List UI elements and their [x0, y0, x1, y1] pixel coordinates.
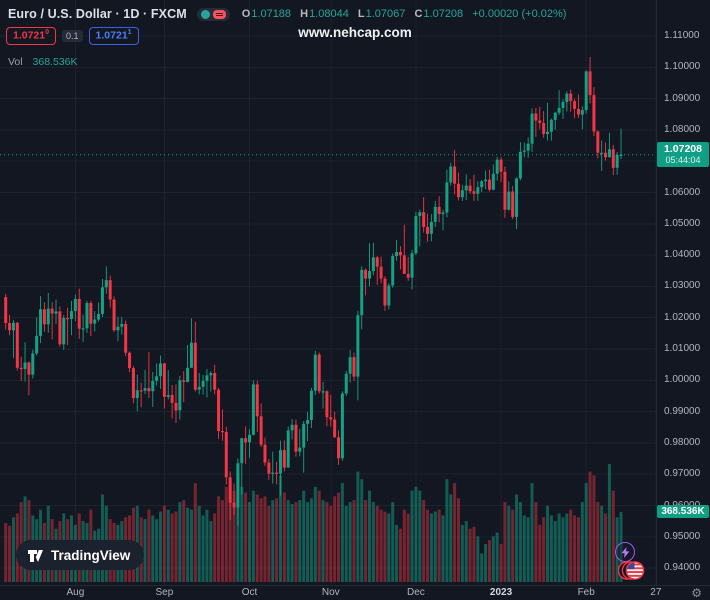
low-value: 1.07067: [365, 8, 406, 20]
ask-price-button[interactable]: 1.07211: [88, 27, 139, 45]
price-axis-label: 0.97000: [664, 468, 701, 480]
price-axis-label: 1.09000: [664, 92, 701, 104]
current-price-value: 1.07208: [664, 142, 702, 155]
time-axis-label: 2023: [489, 587, 513, 598]
bid-price-button[interactable]: 1.07210: [6, 27, 57, 45]
spread-value: 0.1: [62, 29, 83, 42]
price-axis-label: 1.11000: [664, 30, 700, 41]
open-label: O: [241, 8, 251, 20]
ohlc-row: O1.07188 H1.08044 L1.07067 C1.07208 +0.0…: [242, 8, 567, 20]
price-axis-label: 1.05000: [664, 217, 701, 229]
price-axis-label: 1.00000: [664, 374, 701, 386]
price-axis-label: 0.98000: [664, 436, 701, 448]
close-value: 1.07208: [423, 8, 464, 20]
time-axis-label: Nov: [321, 587, 340, 598]
bar-countdown: 05:44:04: [665, 154, 701, 165]
price-axis-label: 0.95000: [664, 530, 701, 542]
price-axis-label: 0.99000: [664, 405, 701, 417]
candlestick-chart[interactable]: [0, 0, 656, 585]
change-value: +0.00020 (+0.02%): [472, 8, 567, 20]
tradingview-logo-text: TradingView: [51, 547, 131, 563]
close-label: C: [414, 8, 423, 20]
high-label: H: [300, 8, 309, 20]
chart-pane[interactable]: [0, 0, 656, 585]
price-axis[interactable]: 1.110001.100001.090001.080001.070001.060…: [656, 0, 710, 585]
price-axis-label: 1.06000: [664, 186, 701, 198]
volume-axis-label: 368.536K: [657, 504, 709, 518]
symbol-title[interactable]: Euro / U.S. Dollar · 1D · FXCM: [8, 7, 187, 21]
chart-header: Euro / U.S. Dollar · 1D · FXCM O1.07188 …: [8, 7, 566, 21]
price-axis-label: 1.02000: [664, 311, 701, 323]
series-visibility-toggle[interactable]: [196, 7, 230, 21]
price-axis-label: 1.04000: [664, 249, 701, 261]
volume-label: Vol: [8, 56, 23, 68]
lightning-icon[interactable]: [615, 542, 635, 562]
price-axis-label: 1.01000: [664, 343, 701, 354]
time-axis-label: Feb: [577, 587, 595, 598]
time-axis[interactable]: ⚙ Aug Sep Oct Nov Dec 2023 Feb 27: [0, 585, 710, 600]
price-axis-label: 0.94000: [664, 562, 701, 574]
country-flags-icon[interactable]: [617, 560, 648, 581]
volume-value: 368.536K: [32, 56, 78, 68]
tradingview-logo[interactable]: TradingView: [16, 540, 145, 570]
high-value: 1.08044: [309, 8, 349, 20]
price-axis-label: 1.08000: [664, 123, 701, 135]
time-axis-label: Aug: [66, 587, 85, 598]
volume-row: Vol 368.536K: [8, 56, 78, 68]
buy-dot-icon: [200, 9, 210, 19]
tradingview-mark-icon: [28, 549, 43, 562]
time-axis-label: 27: [650, 587, 662, 598]
open-value: 1.07188: [251, 8, 292, 20]
low-label: L: [357, 8, 365, 20]
time-axis-label: Dec: [407, 587, 425, 598]
gear-icon[interactable]: ⚙: [691, 586, 702, 600]
time-axis-label: Sep: [155, 587, 174, 598]
price-axis-label: 1.03000: [664, 280, 701, 292]
watermark: www.nehcap.com: [298, 25, 412, 40]
sell-pill-icon: [212, 9, 226, 19]
price-axis-label: 1.10000: [664, 61, 701, 73]
quote-row: 1.07210 0.1 1.07211: [6, 27, 139, 45]
current-price-label: 1.07208 05:44:04: [657, 141, 709, 167]
time-axis-label: Oct: [241, 587, 258, 598]
